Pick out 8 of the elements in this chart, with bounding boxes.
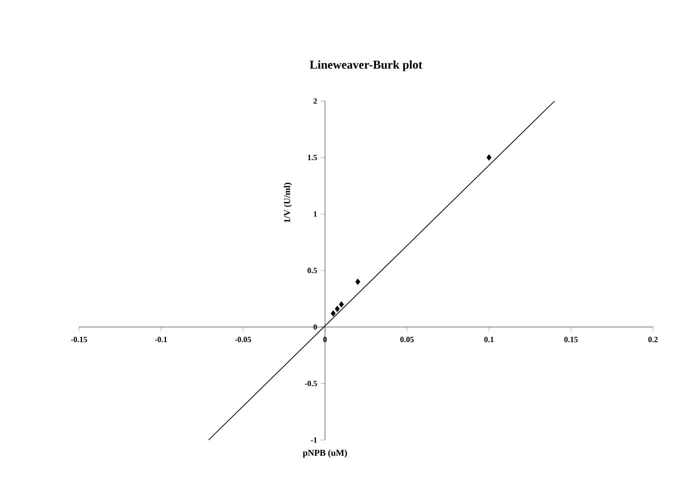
chart-title: Lineweaver-Burk plot [310, 60, 422, 72]
y-axis-title: 1/V (U/ml) [284, 182, 292, 222]
point [330, 310, 336, 317]
point [338, 301, 344, 308]
x-axis-title: pNPB (uM) [302, 450, 347, 458]
point [355, 278, 360, 285]
point [334, 306, 340, 312]
point [486, 154, 492, 161]
